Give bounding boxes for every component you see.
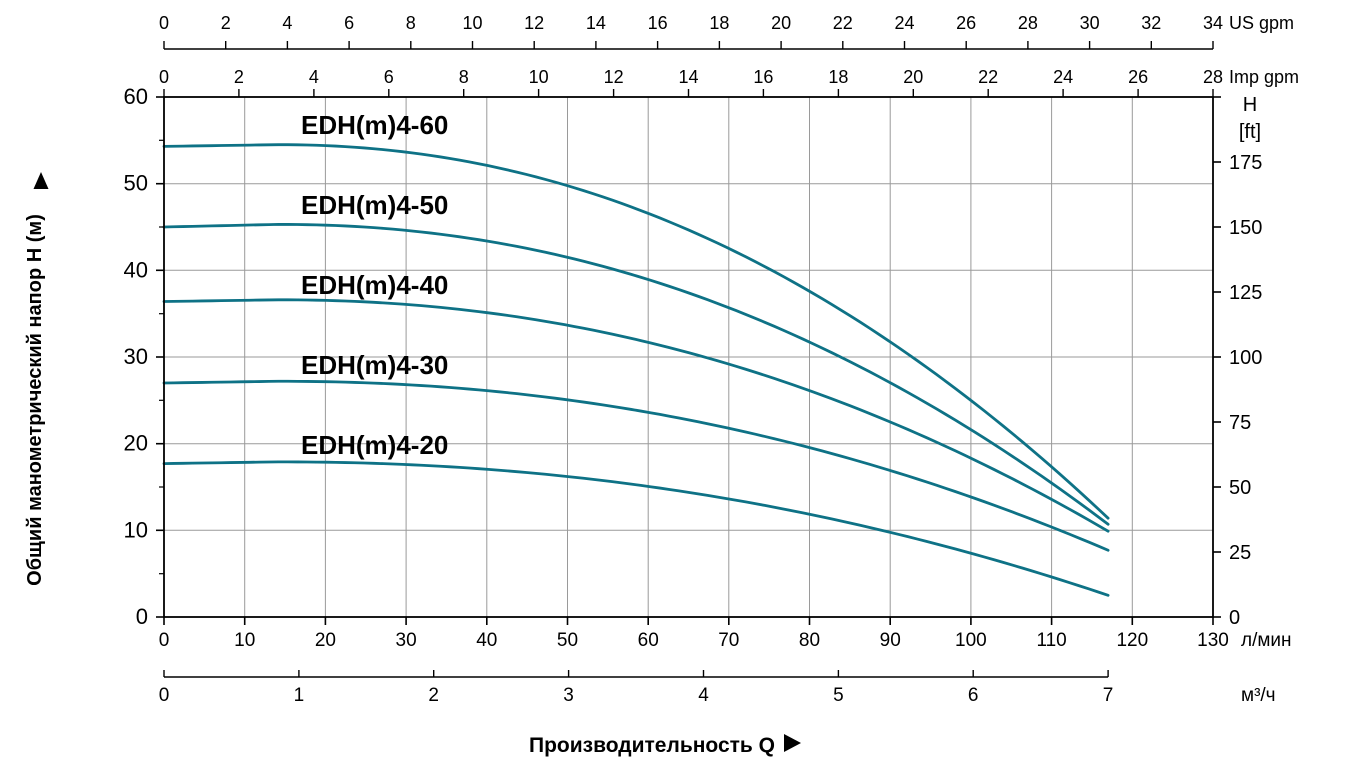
svg-text:8: 8 xyxy=(459,67,469,87)
svg-text:л/мин: л/мин xyxy=(1241,630,1292,651)
svg-text:16: 16 xyxy=(648,13,668,33)
svg-text:50: 50 xyxy=(1229,477,1251,499)
svg-text:H: H xyxy=(1243,94,1257,116)
svg-text:0: 0 xyxy=(159,685,170,706)
svg-text:0: 0 xyxy=(159,13,169,33)
svg-text:28: 28 xyxy=(1018,13,1038,33)
svg-text:110: 110 xyxy=(1036,630,1066,651)
svg-text:14: 14 xyxy=(586,13,606,33)
svg-text:14: 14 xyxy=(678,67,698,87)
svg-text:Производительность Q: Производительность Q xyxy=(529,734,775,757)
svg-text:60: 60 xyxy=(638,630,659,651)
svg-text:130: 130 xyxy=(1197,630,1229,651)
svg-text:100: 100 xyxy=(955,630,987,651)
svg-text:50: 50 xyxy=(124,171,148,196)
svg-text:24: 24 xyxy=(1053,67,1073,87)
svg-text:34: 34 xyxy=(1203,13,1223,33)
svg-text:10: 10 xyxy=(529,67,549,87)
svg-text:22: 22 xyxy=(978,67,998,87)
svg-text:18: 18 xyxy=(828,67,848,87)
svg-text:м³/ч: м³/ч xyxy=(1241,685,1276,706)
svg-text:10: 10 xyxy=(124,517,148,542)
svg-text:20: 20 xyxy=(315,630,336,651)
svg-text:30: 30 xyxy=(396,630,417,651)
svg-text:6: 6 xyxy=(384,67,394,87)
svg-text:12: 12 xyxy=(604,67,624,87)
svg-text:6: 6 xyxy=(344,13,354,33)
svg-text:75: 75 xyxy=(1229,412,1251,434)
svg-text:2: 2 xyxy=(428,685,439,706)
svg-text:30: 30 xyxy=(1080,13,1100,33)
svg-text:120: 120 xyxy=(1116,630,1148,651)
svg-text:4: 4 xyxy=(309,67,319,87)
svg-text:26: 26 xyxy=(1128,67,1148,87)
svg-text:90: 90 xyxy=(880,630,901,651)
svg-text:4: 4 xyxy=(698,685,709,706)
svg-text:24: 24 xyxy=(894,13,914,33)
svg-text:8: 8 xyxy=(406,13,416,33)
svg-text:22: 22 xyxy=(833,13,853,33)
svg-text:20: 20 xyxy=(124,431,148,456)
svg-text:10: 10 xyxy=(234,630,255,651)
svg-text:25: 25 xyxy=(1229,542,1251,564)
svg-text:US gpm: US gpm xyxy=(1229,13,1294,33)
svg-text:20: 20 xyxy=(903,67,923,87)
svg-text:5: 5 xyxy=(833,685,844,706)
svg-text:4: 4 xyxy=(282,13,292,33)
svg-text:20: 20 xyxy=(771,13,791,33)
svg-text:2: 2 xyxy=(234,67,244,87)
svg-text:6: 6 xyxy=(968,685,979,706)
svg-text:EDH(m)4-20: EDH(m)4-20 xyxy=(301,430,448,460)
svg-text:0: 0 xyxy=(159,67,169,87)
svg-text:3: 3 xyxy=(563,685,574,706)
svg-text:2: 2 xyxy=(221,13,231,33)
svg-text:100: 100 xyxy=(1229,347,1262,369)
svg-text:28: 28 xyxy=(1203,67,1223,87)
svg-text:26: 26 xyxy=(956,13,976,33)
svg-text:EDH(m)4-30: EDH(m)4-30 xyxy=(301,350,448,380)
svg-text:0: 0 xyxy=(136,604,148,629)
svg-text:Общий манометрический напор Н: Общий манометрический напор Н (м) xyxy=(24,214,46,586)
svg-text:50: 50 xyxy=(557,630,578,651)
svg-text:125: 125 xyxy=(1229,282,1262,304)
svg-text:12: 12 xyxy=(524,13,544,33)
svg-text:EDH(m)4-40: EDH(m)4-40 xyxy=(301,270,448,300)
svg-text:1: 1 xyxy=(294,685,305,706)
svg-text:EDH(m)4-50: EDH(m)4-50 xyxy=(301,190,448,220)
svg-text:40: 40 xyxy=(476,630,497,651)
svg-text:32: 32 xyxy=(1141,13,1161,33)
svg-text:0: 0 xyxy=(159,630,170,651)
svg-text:70: 70 xyxy=(718,630,739,651)
svg-text:0: 0 xyxy=(1229,607,1240,629)
svg-text:40: 40 xyxy=(124,257,148,282)
svg-text:80: 80 xyxy=(799,630,820,651)
svg-text:[ft]: [ft] xyxy=(1239,121,1261,143)
svg-text:Imp gpm: Imp gpm xyxy=(1229,67,1299,87)
svg-text:EDH(m)4-60: EDH(m)4-60 xyxy=(301,110,448,140)
svg-text:60: 60 xyxy=(124,84,148,109)
svg-text:175: 175 xyxy=(1229,152,1262,174)
svg-text:10: 10 xyxy=(462,13,482,33)
svg-text:150: 150 xyxy=(1229,217,1262,239)
svg-text:16: 16 xyxy=(753,67,773,87)
svg-text:7: 7 xyxy=(1103,685,1114,706)
svg-text:30: 30 xyxy=(124,344,148,369)
svg-text:18: 18 xyxy=(709,13,729,33)
